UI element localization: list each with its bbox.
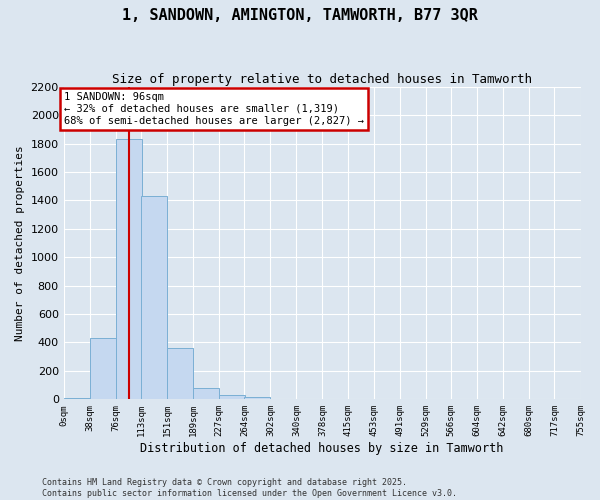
Bar [271, 398, 296, 400]
X-axis label: Distribution of detached houses by size in Tamworth: Distribution of detached houses by size … [140, 442, 504, 455]
Title: Size of property relative to detached houses in Tamworth: Size of property relative to detached ho… [112, 72, 532, 86]
Bar [116, 140, 142, 400]
Bar [244, 397, 271, 400]
Bar [64, 398, 89, 400]
Y-axis label: Number of detached properties: Number of detached properties [15, 145, 25, 341]
Text: Contains HM Land Registry data © Crown copyright and database right 2025.
Contai: Contains HM Land Registry data © Crown c… [42, 478, 457, 498]
Text: 1 SANDOWN: 96sqm
← 32% of detached houses are smaller (1,319)
68% of semi-detach: 1 SANDOWN: 96sqm ← 32% of detached house… [64, 92, 364, 126]
Bar [141, 196, 167, 400]
Bar [219, 395, 245, 400]
Bar [89, 338, 116, 400]
Text: 1, SANDOWN, AMINGTON, TAMWORTH, B77 3QR: 1, SANDOWN, AMINGTON, TAMWORTH, B77 3QR [122, 8, 478, 22]
Bar [193, 388, 219, 400]
Bar [167, 348, 193, 400]
